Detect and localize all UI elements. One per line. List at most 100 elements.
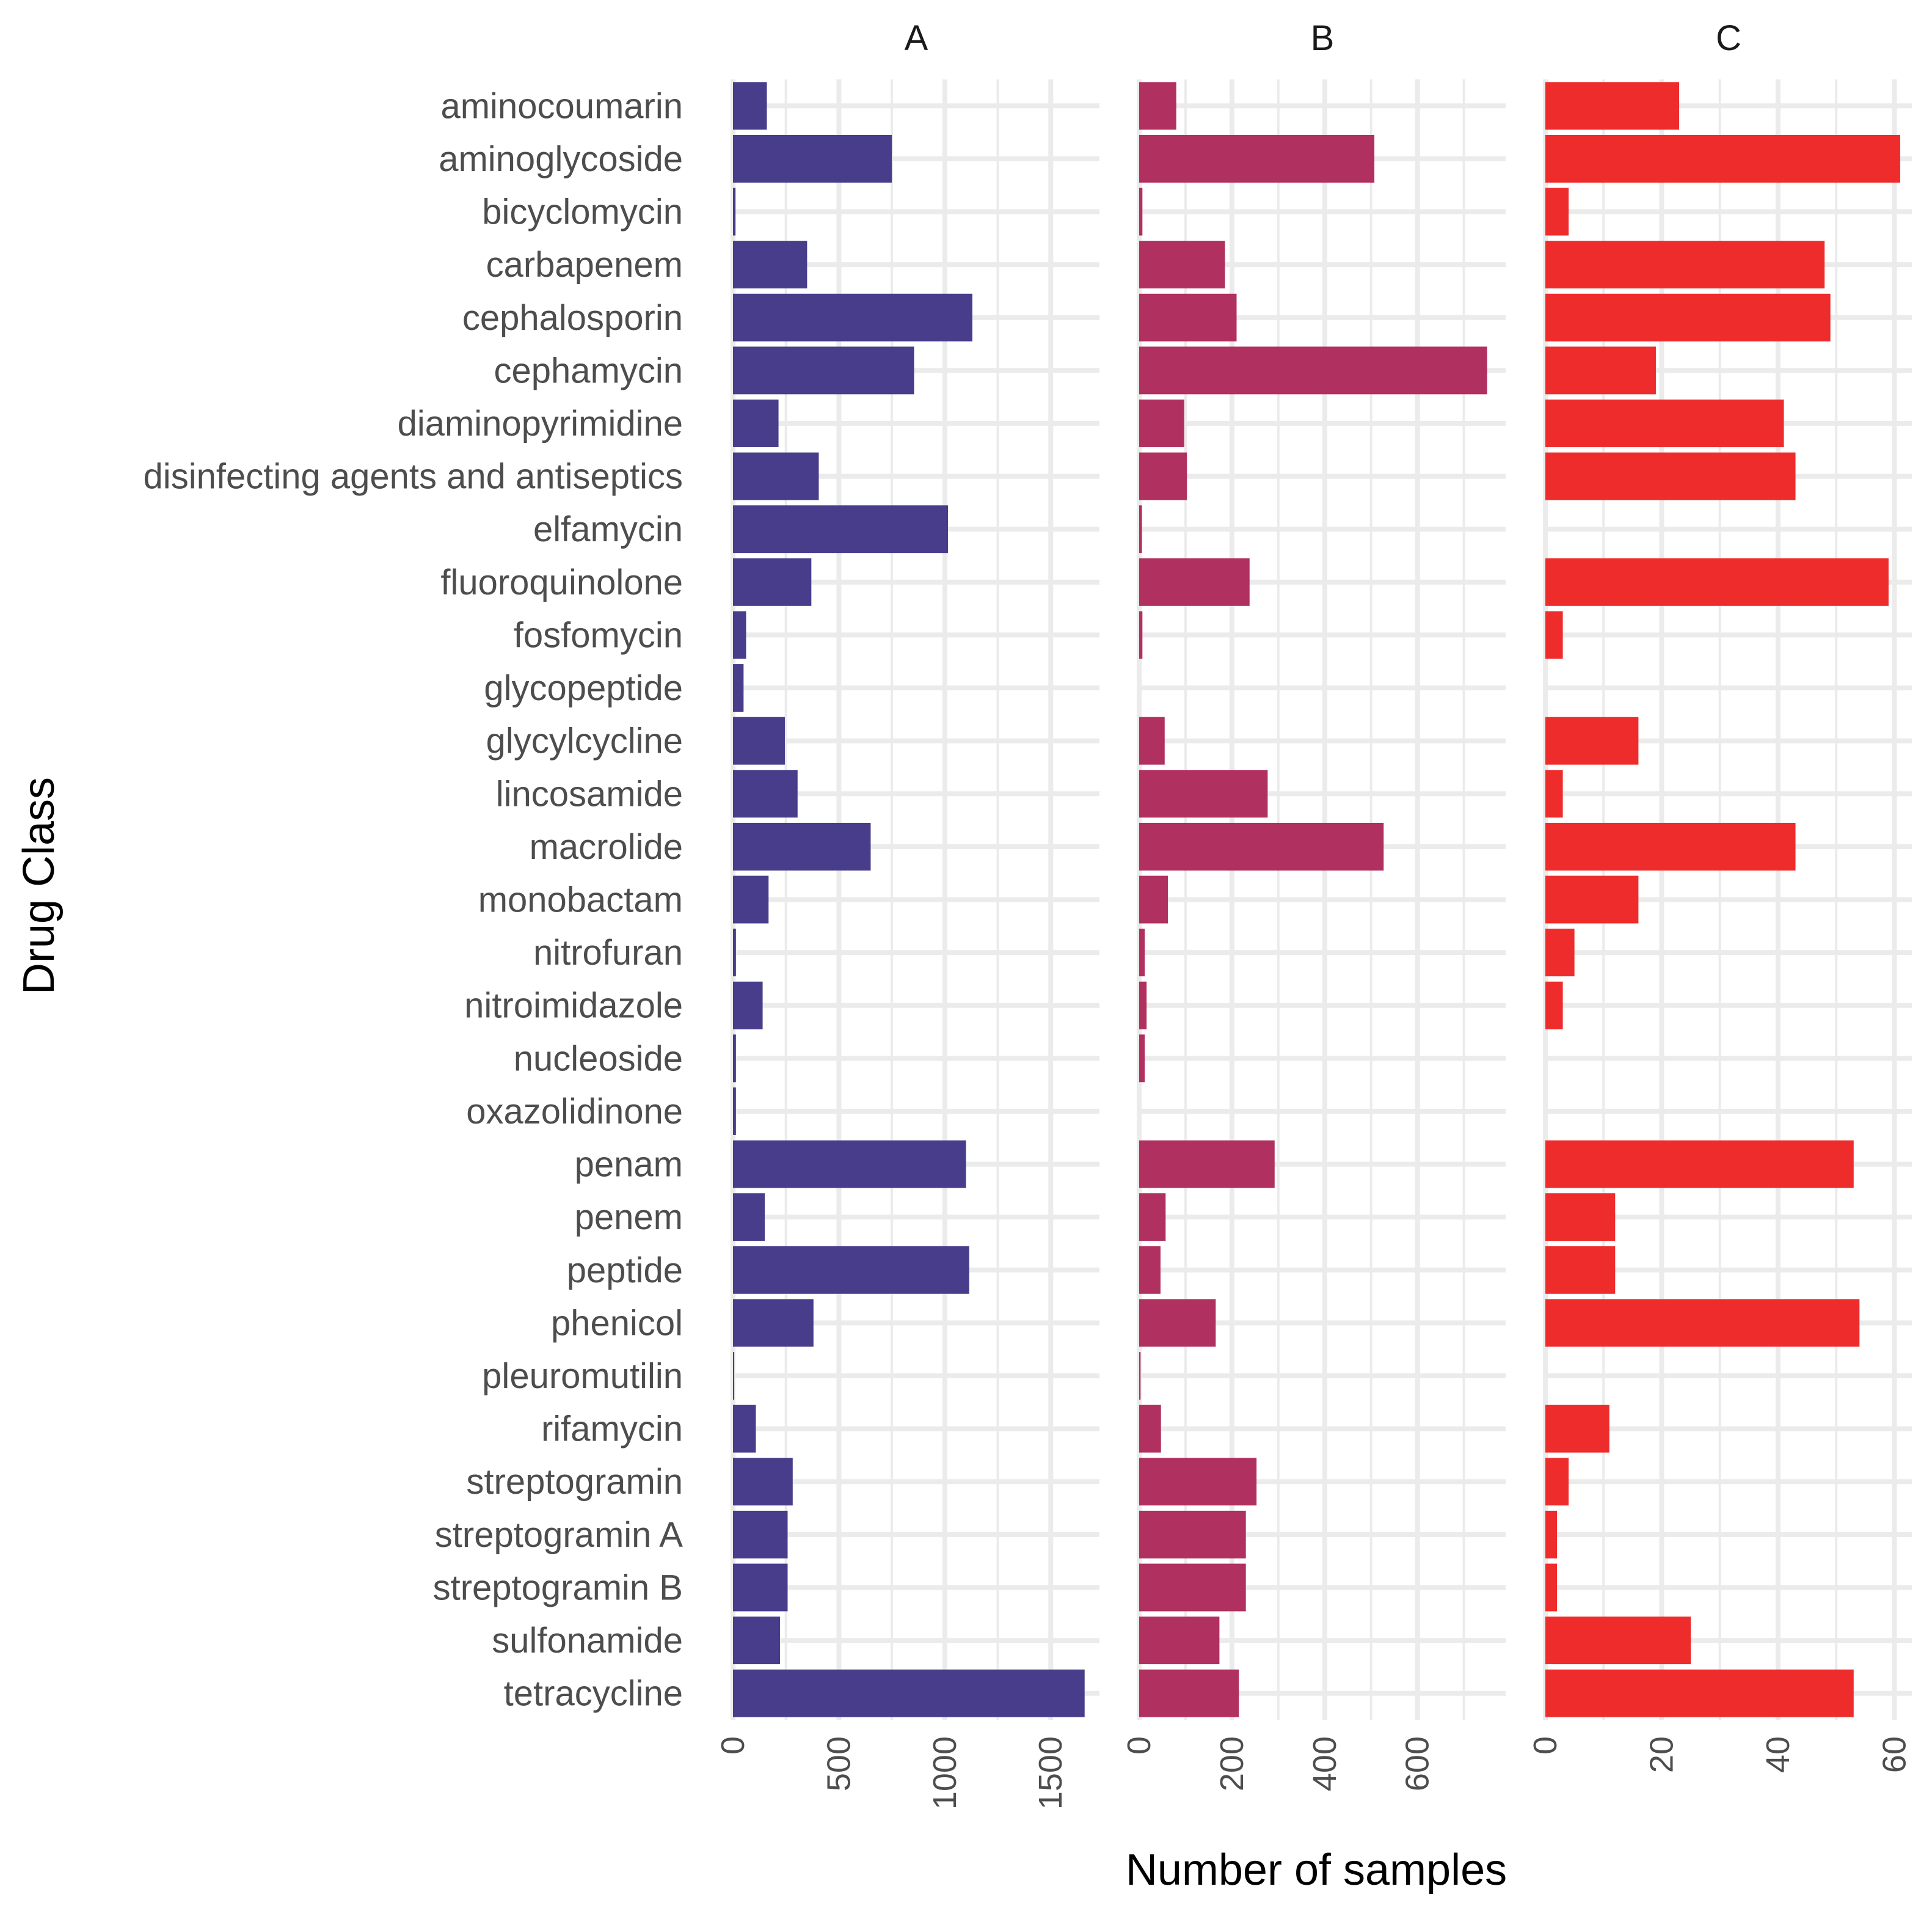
bar-A-streptogramin-b — [733, 1563, 788, 1612]
category-label-sulfonamide: sulfonamide — [492, 1621, 683, 1661]
category-label-nitrofuran: nitrofuran — [533, 933, 683, 973]
bar-C-nitroimidazole — [1545, 981, 1563, 1029]
bar-C-fluoroquinolone — [1545, 558, 1889, 606]
bar-A-aminocoumarin — [733, 82, 767, 130]
bar-C-lincosamide — [1545, 770, 1563, 818]
bar-A-streptogramin-a — [733, 1510, 788, 1558]
bar-C-macrolide — [1545, 822, 1796, 871]
bar-B-peptide — [1139, 1246, 1161, 1294]
category-label-phenicol: phenicol — [551, 1303, 683, 1343]
bar-A-macrolide — [733, 822, 871, 871]
bar-C-aminoglycoside — [1545, 134, 1900, 183]
bar-A-cephamycin — [733, 346, 914, 395]
bar-C-cephalosporin — [1545, 293, 1831, 342]
bar-C-streptogramin — [1545, 1458, 1569, 1506]
bar-A-aminoglycoside — [733, 134, 892, 183]
bar-A-elfamycin — [733, 505, 949, 554]
bar-B-elfamycin — [1139, 505, 1142, 554]
bar-A-streptogramin — [733, 1458, 793, 1506]
panel-A-strip-label: A — [905, 18, 928, 58]
bar-B-penem — [1139, 1193, 1166, 1241]
bar-B-rifamycin — [1139, 1405, 1161, 1453]
category-label-fluoroquinolone: fluoroquinolone — [440, 563, 683, 602]
bar-A-disinfecting-agents-and-antiseptics — [733, 452, 819, 500]
bar-A-penam — [733, 1140, 966, 1188]
bar-B-glycylcycline — [1139, 717, 1165, 765]
bar-B-fosfomycin — [1139, 611, 1143, 659]
bar-C-bicyclomycin — [1545, 188, 1569, 236]
category-label-diaminopyrimidine: diaminopyrimidine — [398, 404, 683, 444]
bar-B-aminocoumarin — [1139, 82, 1176, 130]
bar-B-streptogramin-a — [1139, 1510, 1246, 1558]
category-label-streptogramin-a: streptogramin A — [435, 1515, 683, 1555]
bar-A-carbapenem — [733, 241, 807, 289]
category-label-nucleoside: nucleoside — [514, 1039, 683, 1078]
bar-A-fluoroquinolone — [733, 558, 812, 606]
panel-B-tick-label: 400 — [1307, 1736, 1343, 1791]
bar-A-nitroimidazole — [733, 981, 763, 1029]
bar-B-tetracycline — [1139, 1669, 1239, 1717]
bar-C-nitrofuran — [1545, 929, 1575, 977]
bar-B-monobactam — [1139, 875, 1168, 924]
bar-A-peptide — [733, 1246, 969, 1294]
panel-B-strip-label: B — [1311, 18, 1335, 58]
bar-A-glycopeptide — [733, 664, 744, 712]
panel-C-strip-label: C — [1716, 18, 1741, 58]
category-label-tetracycline: tetracycline — [504, 1674, 683, 1714]
bar-C-carbapenem — [1545, 241, 1825, 289]
category-label-aminocoumarin: aminocoumarin — [440, 86, 683, 126]
bar-B-nitroimidazole — [1139, 981, 1147, 1029]
category-label-fosfomycin: fosfomycin — [514, 615, 683, 655]
panel-B-tick-label: 200 — [1214, 1736, 1250, 1791]
bar-B-cephamycin — [1139, 346, 1487, 395]
bar-C-aminocoumarin — [1545, 82, 1680, 130]
bar-A-diaminopyrimidine — [733, 400, 779, 447]
bar-B-macrolide — [1139, 822, 1384, 871]
bar-B-nitrofuran — [1139, 929, 1145, 977]
bar-B-penam — [1139, 1140, 1275, 1188]
bar-C-tetracycline — [1545, 1669, 1854, 1717]
panel-A-tick-label: 1500 — [1032, 1736, 1069, 1810]
category-label-cephalosporin: cephalosporin — [462, 298, 683, 338]
category-label-streptogramin-b: streptogramin B — [433, 1568, 683, 1607]
bar-C-streptogramin-b — [1545, 1563, 1558, 1612]
category-label-glycopeptide: glycopeptide — [484, 668, 683, 708]
x-axis-title: Number of samples — [1126, 1846, 1507, 1895]
bar-B-pleuromutilin — [1139, 1352, 1141, 1400]
bar-B-streptogramin-b — [1139, 1563, 1246, 1612]
category-label-aminoglycoside: aminoglycoside — [439, 139, 683, 179]
bar-A-nitrofuran — [733, 929, 736, 977]
bar-A-cephalosporin — [733, 293, 972, 342]
category-label-pleuromutilin: pleuromutilin — [482, 1356, 683, 1396]
panel-B-tick-label: 0 — [1121, 1736, 1157, 1755]
bar-B-aminoglycoside — [1139, 134, 1375, 183]
bar-C-disinfecting-agents-and-antiseptics — [1545, 452, 1796, 500]
category-label-disinfecting-agents-and-antiseptics: disinfecting agents and antiseptics — [144, 457, 683, 497]
bar-C-rifamycin — [1545, 1405, 1609, 1453]
bar-A-pleuromutilin — [733, 1352, 735, 1400]
bar-A-oxazolidinone — [733, 1087, 736, 1135]
bar-B-fluoroquinolone — [1139, 558, 1250, 606]
category-label-monobactam: monobactam — [478, 880, 683, 920]
category-label-penem: penem — [575, 1197, 683, 1237]
bar-A-rifamycin — [733, 1405, 756, 1453]
bar-B-cephalosporin — [1139, 293, 1237, 342]
bar-A-monobactam — [733, 875, 769, 924]
bar-B-nucleoside — [1139, 1034, 1145, 1083]
panel-A-tick-label: 0 — [715, 1736, 751, 1755]
bar-B-streptogramin — [1139, 1458, 1257, 1506]
category-label-elfamycin: elfamycin — [533, 510, 683, 549]
category-label-bicyclomycin: bicyclomycin — [482, 192, 683, 232]
bar-C-monobactam — [1545, 875, 1639, 924]
category-label-rifamycin: rifamycin — [541, 1409, 683, 1449]
category-label-oxazolidinone: oxazolidinone — [466, 1092, 683, 1131]
panel-C-tick-label: 40 — [1760, 1736, 1796, 1773]
bar-C-glycylcycline — [1545, 717, 1639, 765]
category-label-glycylcycline: glycylcycline — [486, 722, 683, 761]
category-label-carbapenem: carbapenem — [486, 245, 683, 285]
bar-C-cephamycin — [1545, 346, 1656, 395]
category-label-macrolide: macrolide — [530, 827, 683, 867]
bar-B-disinfecting-agents-and-antiseptics — [1139, 452, 1187, 500]
panel-A-tick-label: 500 — [820, 1736, 857, 1791]
